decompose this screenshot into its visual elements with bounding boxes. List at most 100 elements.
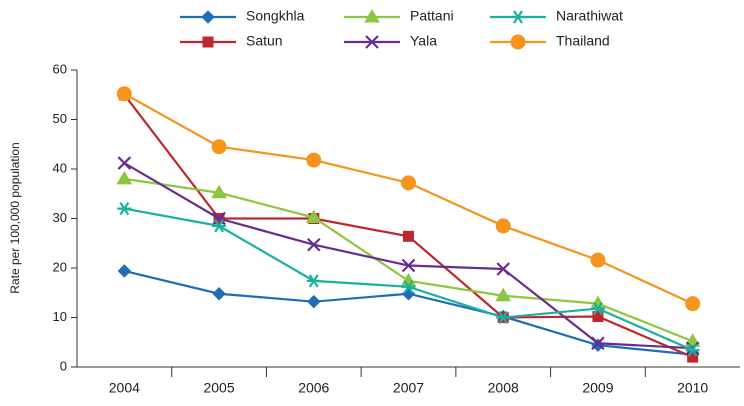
diamond bbox=[117, 264, 132, 278]
square bbox=[202, 36, 214, 48]
marker bbox=[400, 272, 417, 287]
x-tick-label: 2006 bbox=[298, 380, 329, 396]
marker bbox=[496, 310, 511, 325]
marker bbox=[591, 336, 605, 351]
marker bbox=[211, 139, 227, 155]
series-line bbox=[123, 94, 694, 359]
marker bbox=[495, 218, 511, 234]
marker bbox=[201, 10, 215, 24]
marker bbox=[365, 35, 379, 49]
marker bbox=[202, 36, 214, 48]
circle bbox=[590, 252, 606, 268]
legend-label: Narathiwat bbox=[556, 8, 623, 24]
y-axis-label: Rate per 100,000 population bbox=[8, 142, 22, 293]
marker bbox=[511, 10, 525, 24]
marker bbox=[306, 274, 321, 288]
asterisk bbox=[496, 310, 511, 325]
triangle bbox=[116, 170, 133, 185]
marker bbox=[307, 294, 321, 309]
y-tick-label: 20 bbox=[53, 259, 67, 274]
y-tick-label: 30 bbox=[53, 210, 67, 225]
circle bbox=[116, 86, 132, 102]
triangle bbox=[305, 209, 322, 224]
cross bbox=[307, 237, 321, 252]
series-line bbox=[123, 92, 694, 305]
diamond bbox=[307, 294, 321, 309]
series-line bbox=[124, 177, 694, 343]
circle bbox=[306, 152, 322, 168]
diamond bbox=[201, 10, 215, 24]
asterisk bbox=[511, 10, 525, 24]
marker bbox=[364, 9, 380, 23]
triangle bbox=[400, 272, 417, 287]
diamond bbox=[212, 287, 226, 301]
circle bbox=[401, 175, 416, 191]
marker bbox=[590, 252, 606, 268]
marker bbox=[401, 258, 416, 273]
asterisk bbox=[117, 201, 132, 216]
cross bbox=[496, 262, 510, 276]
square bbox=[403, 230, 414, 242]
marker bbox=[685, 343, 700, 357]
marker bbox=[306, 152, 322, 168]
marker bbox=[685, 296, 701, 312]
x-tick-label: 2007 bbox=[393, 380, 424, 396]
cross bbox=[212, 211, 226, 226]
y-tick-label: 60 bbox=[53, 61, 67, 76]
triangle bbox=[211, 184, 227, 199]
circle bbox=[685, 296, 701, 312]
circle bbox=[495, 218, 511, 234]
legend-label: Thailand bbox=[556, 33, 610, 49]
cross bbox=[117, 156, 132, 170]
x-tick-label: 2008 bbox=[488, 380, 519, 396]
circle bbox=[211, 139, 227, 155]
marker bbox=[401, 287, 416, 301]
square bbox=[592, 311, 604, 323]
marker bbox=[496, 262, 510, 276]
marker bbox=[510, 34, 526, 50]
asterisk bbox=[401, 280, 416, 294]
triangle bbox=[364, 9, 380, 23]
marker bbox=[116, 86, 132, 102]
legend-label: Satun bbox=[246, 33, 283, 49]
y-tick-label: 10 bbox=[53, 309, 67, 324]
triangle bbox=[495, 287, 512, 302]
y-tick-label: 40 bbox=[53, 160, 67, 175]
y-tick-label: 50 bbox=[53, 111, 67, 126]
marker bbox=[212, 287, 226, 301]
marker bbox=[305, 209, 322, 224]
legend-item: Pattani bbox=[344, 8, 454, 24]
asterisk bbox=[685, 343, 700, 357]
legend-item: Narathiwat bbox=[490, 8, 623, 24]
asterisk bbox=[306, 274, 321, 288]
cross bbox=[591, 336, 605, 351]
cross bbox=[401, 258, 416, 273]
marker bbox=[592, 311, 604, 323]
asterisk bbox=[590, 301, 605, 316]
marker bbox=[590, 301, 605, 316]
legend-label: Pattani bbox=[410, 8, 454, 24]
marker bbox=[117, 201, 132, 216]
marker bbox=[307, 237, 321, 252]
legend-label: Yala bbox=[410, 33, 437, 49]
y-tick-label: 0 bbox=[60, 358, 67, 373]
cross bbox=[365, 35, 379, 49]
marker bbox=[117, 156, 132, 170]
x-tick-label: 2004 bbox=[109, 380, 140, 396]
marker bbox=[401, 175, 416, 191]
legend-item: Yala bbox=[344, 33, 437, 49]
x-tick-label: 2009 bbox=[582, 380, 613, 396]
marker bbox=[401, 280, 416, 294]
legend-item: Satun bbox=[180, 33, 283, 49]
legend-item: Songkhla bbox=[180, 8, 305, 24]
asterisk bbox=[212, 219, 227, 233]
circle bbox=[510, 34, 526, 50]
legend-label: Songkhla bbox=[246, 8, 305, 24]
x-tick-label: 2005 bbox=[203, 380, 234, 396]
diamond bbox=[401, 287, 416, 301]
marker bbox=[211, 184, 227, 199]
marker bbox=[495, 287, 512, 302]
marker bbox=[212, 219, 227, 233]
marker bbox=[116, 170, 133, 185]
